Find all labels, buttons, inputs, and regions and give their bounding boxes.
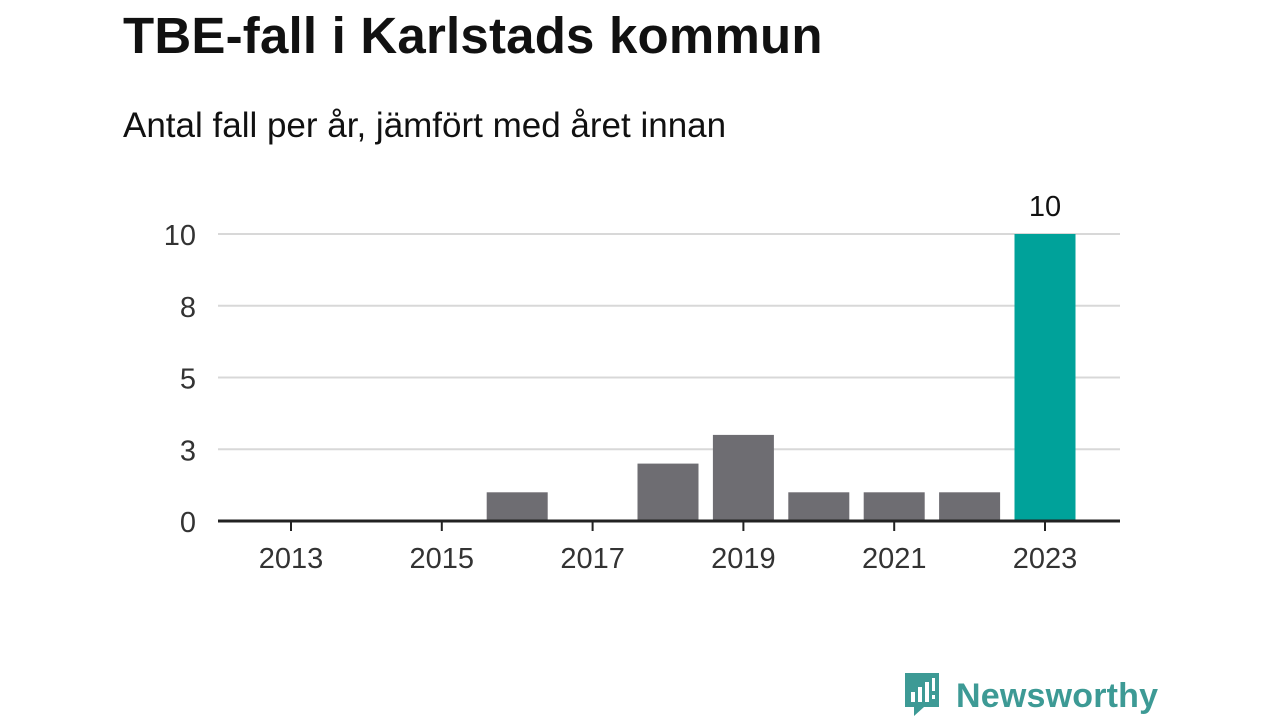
chart-subtitle: Antal fall per år, jämfört med året inna… (123, 106, 727, 145)
bar (637, 463, 699, 521)
x-tick-label: 2019 (711, 543, 776, 575)
x-tick-label: 2021 (862, 543, 927, 575)
y-tick-label: 3 (180, 435, 196, 467)
y-tick-label: 0 (180, 507, 196, 539)
y-tick-label: 5 (180, 364, 196, 396)
bar (863, 492, 925, 521)
chart-title: TBE-fall i Karlstads kommun (123, 7, 823, 64)
bar (939, 492, 1001, 521)
newsworthy-logo-icon (902, 670, 942, 723)
bar (1014, 234, 1076, 521)
bar (712, 434, 774, 521)
y-tick-label: 8 (180, 292, 196, 324)
y-tick-label: 10 (164, 220, 196, 252)
bar (486, 492, 548, 521)
x-tick-label: 2015 (410, 543, 475, 575)
bar (788, 492, 850, 521)
bar-value-label: 10 (1029, 191, 1061, 223)
x-tick-label: 2013 (259, 543, 324, 575)
x-tick-label: 2017 (560, 543, 625, 575)
x-tick-label: 2023 (1013, 543, 1078, 575)
newsworthy-logo-text: Newsworthy (956, 677, 1159, 715)
newsworthy-logo: Newsworthy (902, 670, 1158, 723)
